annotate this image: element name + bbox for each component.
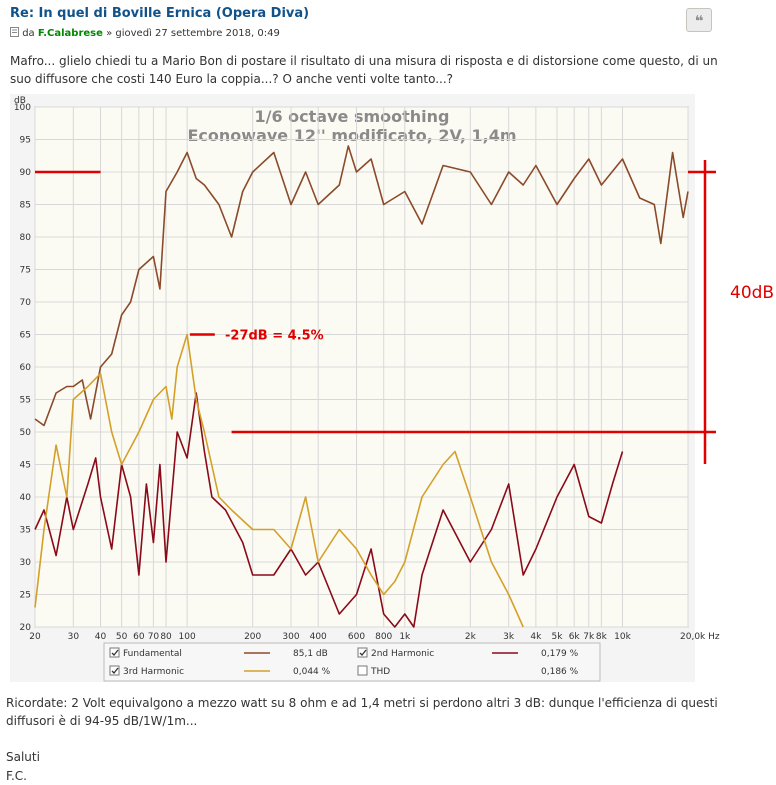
legend-check [111,667,119,674]
data-line [34,145,689,427]
y-tick-label: 60 [20,363,32,373]
y-tick-label: 30 [20,558,32,568]
legend-readout: 0,044 % [293,667,331,677]
byline: da F.Calabrese » giovedì 27 settembre 20… [10,27,280,39]
x-tick-label: 30 [68,632,80,642]
y-tick-label: 100 [14,103,31,113]
x-tick-label: 60 [133,632,145,642]
legend-checkbox [357,647,368,658]
x-tick-label: 4k [530,632,542,642]
y-tick-label: 55 [20,396,31,406]
legend-check [111,649,119,656]
x-tick-label: 20,0k Hz [680,632,720,642]
author[interactable]: F.Calabrese [37,28,103,39]
chart-title: 1/6 octave smoothing [255,107,450,126]
x-tick-label: 200 [244,632,261,642]
y-tick-label: 85 [20,201,31,211]
data-line [34,333,524,628]
quote-button[interactable]: ❝ [686,8,712,32]
y-tick-label: 80 [20,233,32,243]
x-tick-label: 40 [95,632,107,642]
y-tick-label: 90 [20,168,32,178]
x-tick-label: 5k [551,632,563,642]
y-tick-label: 25 [20,591,31,601]
x-tick-label: 6k [569,632,581,642]
y-tick-label: 75 [20,266,31,276]
y-tick-label: 70 [20,298,32,308]
signature: F.C. [6,769,27,783]
x-tick-label: 600 [348,632,365,642]
x-tick-label: 8k [596,632,608,642]
post-text: Ricordate: 2 Volt equivalgono a mezzo wa… [6,696,718,728]
x-tick-label: 400 [310,632,327,642]
x-tick-label: 1k [399,632,411,642]
y-tick-label: 35 [20,526,31,536]
x-tick-label: 3k [503,632,515,642]
legend-checkbox [109,647,120,658]
post-date: giovedì 27 settembre 2018, 0:49 [115,28,280,39]
y-tick-label: 40 [20,493,32,503]
y-tick-label: 50 [20,428,32,438]
x-tick-label: 2k [465,632,477,642]
x-tick-label: 10k [614,632,631,642]
y-tick-label: 65 [20,331,31,341]
y-axis-label: dB [14,96,26,106]
x-tick-label: 7k [583,632,595,642]
x-tick-label: 300 [282,632,299,642]
x-tick-label: 100 [179,632,196,642]
y-tick-label: 45 [20,461,31,471]
legend-checkbox [357,665,368,676]
legend-check [359,649,367,656]
x-tick-label: 800 [375,632,392,642]
legend-readout: 0,186 % [541,667,579,677]
x-tick-label: 20 [29,632,41,642]
x-tick-label: 70 [148,632,160,642]
x-tick-label: 50 [116,632,128,642]
legend-label: 3rd Harmonic [123,667,184,677]
legend-readout: 0,179 % [541,649,579,659]
legend [103,642,601,682]
y-tick-label: 20 [20,623,32,633]
legend-checkbox [109,665,120,676]
legend-label: Fundamental [123,649,182,659]
legend-label: THD [370,667,390,677]
post-icon [10,27,19,37]
data-line [34,392,624,628]
annotation: 40dB [730,283,774,303]
byline-prefix: da [22,28,35,39]
closing: Saluti [6,750,40,764]
x-tick-label: 80 [160,632,172,642]
post-text: Mafro... glielo chiedi tu a Mario Bon di… [10,54,718,86]
legend-label: 2nd Harmonic [371,649,434,659]
chart-subtitle: Econowave 12'' modificato, 2V, 1,4m [188,126,517,145]
y-tick-label: 95 [20,136,31,146]
legend-readout: 85,1 dB [293,649,328,659]
annotation: -27dB = 4.5% [225,329,324,344]
separator: » [106,28,113,39]
post-title[interactable]: Re: In quel di Boville Ernica (Opera Div… [10,6,310,21]
